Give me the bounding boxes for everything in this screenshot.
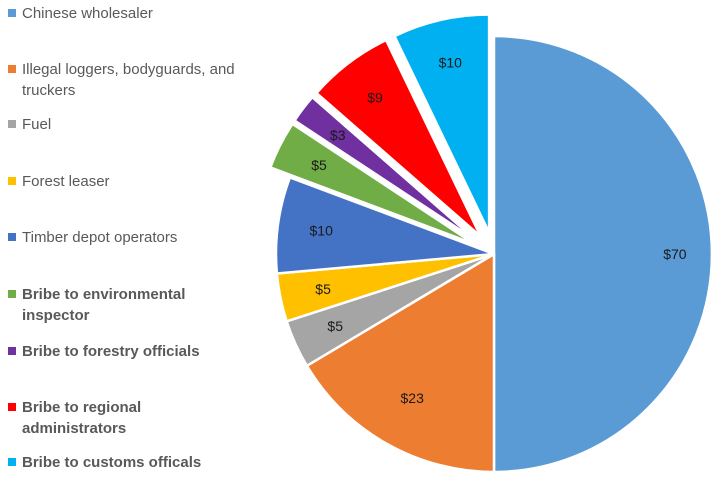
legend-item: Bribe to regional administrators <box>8 397 248 439</box>
legend-label: Fuel <box>22 116 52 133</box>
legend-item: Fuel <box>8 114 248 135</box>
legend-label: Bribe to regional administrators <box>22 399 142 437</box>
slice-data-label: $3 <box>330 127 346 143</box>
legend-item: Chinese wholesaler <box>8 3 248 24</box>
slice-data-label: $10 <box>439 55 463 71</box>
legend-label: Timber depot operators <box>22 229 178 246</box>
chart-legend: Chinese wholesaler Illegal loggers, bodyg… <box>0 0 250 478</box>
pie-slice <box>305 252 496 474</box>
legend-item: Bribe to customs officals <box>8 452 248 473</box>
pie-slice <box>492 34 714 474</box>
legend-swatch <box>8 120 16 128</box>
legend-label: Illegal loggers, bodyguards, and trucker… <box>22 61 235 99</box>
slice-data-label: $9 <box>367 90 383 106</box>
pie-slice <box>315 38 482 238</box>
slice-data-label: $23 <box>401 390 425 406</box>
slice-data-label: $70 <box>663 246 687 262</box>
legend-item: Bribe to forestry officials <box>8 341 248 362</box>
legend-swatch <box>8 458 16 466</box>
legend-item: Forest leaser <box>8 171 248 192</box>
legend-item: Timber depot operators <box>8 227 248 248</box>
pie-slice <box>393 13 491 234</box>
slice-data-label: $5 <box>315 281 331 297</box>
legend-swatch <box>8 65 16 73</box>
legend-label: Bribe to forestry officials <box>22 343 200 360</box>
legend-label: Chinese wholesaler <box>22 5 153 22</box>
legend-label: Forest leaser <box>22 173 110 190</box>
legend-item: Bribe to environmental inspector <box>8 284 248 326</box>
legend-item: Illegal loggers, bodyguards, and trucker… <box>8 59 248 101</box>
legend-swatch <box>8 177 16 185</box>
legend-swatch <box>8 403 16 411</box>
legend-swatch <box>8 9 16 17</box>
legend-label: Bribe to customs officals <box>22 454 202 471</box>
pie-slice <box>293 95 478 242</box>
slice-data-label: $5 <box>327 318 343 334</box>
legend-swatch <box>8 347 16 355</box>
legend-swatch <box>8 233 16 241</box>
legend-label: Bribe to environmental inspector <box>22 286 186 324</box>
pie-slice <box>274 176 496 275</box>
pie-slice <box>269 122 476 246</box>
legend-swatch <box>8 290 16 298</box>
slice-data-label: $5 <box>311 157 327 173</box>
slice-data-label: $10 <box>310 223 334 239</box>
